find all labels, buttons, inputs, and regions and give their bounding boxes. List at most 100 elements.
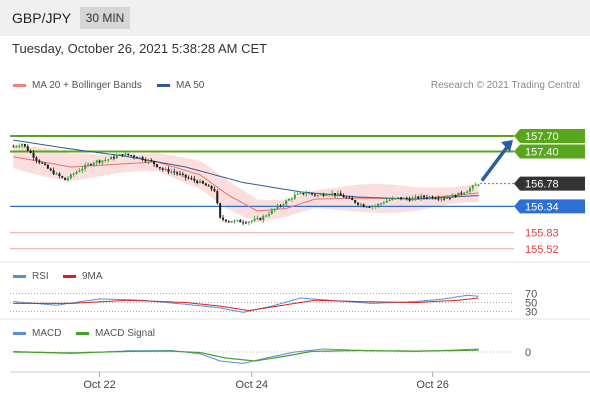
candle [193,175,196,183]
candle-body [233,220,236,222]
candle-body [336,193,339,196]
candle-body [250,220,253,222]
candle [144,157,147,163]
price-tag [514,199,585,214]
candle [35,156,38,164]
x-tick-label: Oct 26 [416,379,448,391]
candle-body [428,196,431,199]
candle [23,143,26,148]
candle [181,171,184,178]
rsi-9ma-legend-label: 9MA [82,271,103,282]
candle [362,203,365,208]
candle [150,158,153,163]
candle-body [394,198,397,200]
legend-ma50: MA 50 [157,80,204,91]
candle [457,192,460,198]
candle-body [351,197,354,201]
candle [66,176,69,183]
candle-body [443,198,446,200]
candle [359,202,362,208]
candle [222,214,225,222]
candle [336,190,339,198]
candle [58,172,61,179]
candle [210,185,213,192]
candle [290,197,293,202]
candle [75,170,78,175]
candle-body [382,202,385,204]
candle-body [262,216,265,221]
candle [451,192,454,198]
candle-body [127,153,130,156]
candle [296,192,299,195]
candle [38,159,41,165]
candle [445,195,448,200]
candle [26,144,29,152]
candle [293,191,296,200]
candle-body [296,193,299,195]
candle-body [38,160,41,163]
candle-body [345,197,348,199]
price-tag-label: 156.34 [525,201,559,213]
candle [170,168,173,175]
candle [78,168,81,173]
candle [313,193,316,198]
candle [167,166,170,175]
candle-body [267,214,270,216]
candle [339,190,342,196]
candle [233,219,236,224]
candle-body [463,192,466,194]
candle-body [144,159,147,162]
candle-body [64,177,67,181]
candle-body [265,215,268,217]
candle [259,217,262,221]
candle [141,155,144,162]
candle [448,197,451,201]
candle [474,182,477,186]
price-tag-label: 157.40 [525,146,559,158]
rsi-9ma-swatch [63,274,76,278]
candle-body [49,168,52,171]
candle-body [285,200,288,205]
candle [190,175,193,181]
candle-body [417,196,420,199]
candle [153,160,156,167]
candle [385,198,388,204]
candle-body [181,173,184,175]
candle [69,173,72,180]
candle-body [46,164,49,169]
candle [276,203,279,210]
candle [466,190,469,193]
candle [356,201,359,207]
candle-body [170,171,173,173]
candle [158,166,161,171]
candle-body [377,204,380,206]
timeframe-badge[interactable]: 30 MIN [80,7,130,29]
candle-body [130,155,133,157]
candle-body [224,219,227,222]
candle [41,161,44,165]
rsi-tick-label: 30 [525,307,537,319]
macd-legend-label: MACD [32,328,62,339]
projection-arrowhead [501,139,513,152]
candle [440,197,443,203]
candle-body [110,156,113,160]
candle-body [29,150,32,153]
candle-body [78,170,81,172]
candle [44,162,47,166]
candle [29,149,32,154]
candle-body [178,173,181,175]
candle [253,215,256,222]
candle-body [187,177,190,179]
candle [127,153,130,157]
candle-body [259,218,262,221]
candle-body [141,157,144,160]
candle [199,178,202,184]
candle [267,211,270,218]
candle-body [35,157,38,161]
candle-body [107,159,110,161]
candle-body [282,204,285,206]
price-tag [514,144,585,159]
candle-body [158,167,161,169]
candle-body [420,195,423,199]
candle-body [153,161,156,165]
